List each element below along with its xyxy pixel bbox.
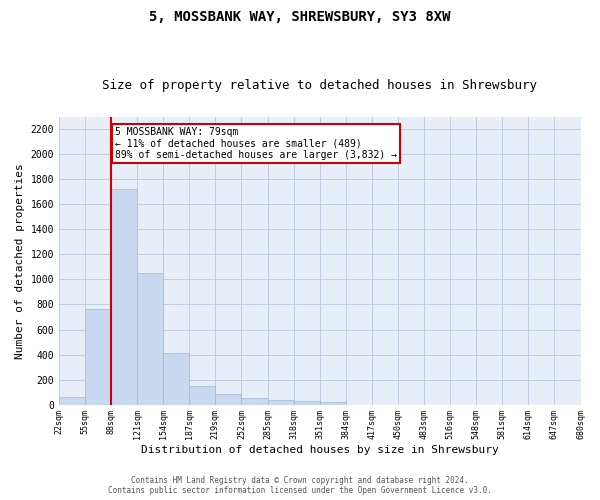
Bar: [85, 310, 111, 404]
Bar: [163, 352, 190, 405]
X-axis label: Distribution of detached houses by size in Shrewsbury: Distribution of detached houses by size …: [141, 445, 499, 455]
Bar: [268, 400, 293, 404]
Bar: [293, 401, 320, 404]
Bar: [111, 190, 137, 404]
Bar: [320, 402, 346, 404]
Bar: [215, 394, 241, 404]
Bar: [59, 397, 85, 404]
Bar: [190, 386, 215, 404]
Title: Size of property relative to detached houses in Shrewsbury: Size of property relative to detached ho…: [102, 79, 537, 92]
Bar: [241, 398, 268, 404]
Text: Contains HM Land Registry data © Crown copyright and database right 2024.
Contai: Contains HM Land Registry data © Crown c…: [108, 476, 492, 495]
Bar: [137, 272, 163, 404]
Text: 5, MOSSBANK WAY, SHREWSBURY, SY3 8XW: 5, MOSSBANK WAY, SHREWSBURY, SY3 8XW: [149, 10, 451, 24]
Text: 5 MOSSBANK WAY: 79sqm
← 11% of detached houses are smaller (489)
89% of semi-det: 5 MOSSBANK WAY: 79sqm ← 11% of detached …: [115, 127, 397, 160]
Y-axis label: Number of detached properties: Number of detached properties: [15, 163, 25, 358]
